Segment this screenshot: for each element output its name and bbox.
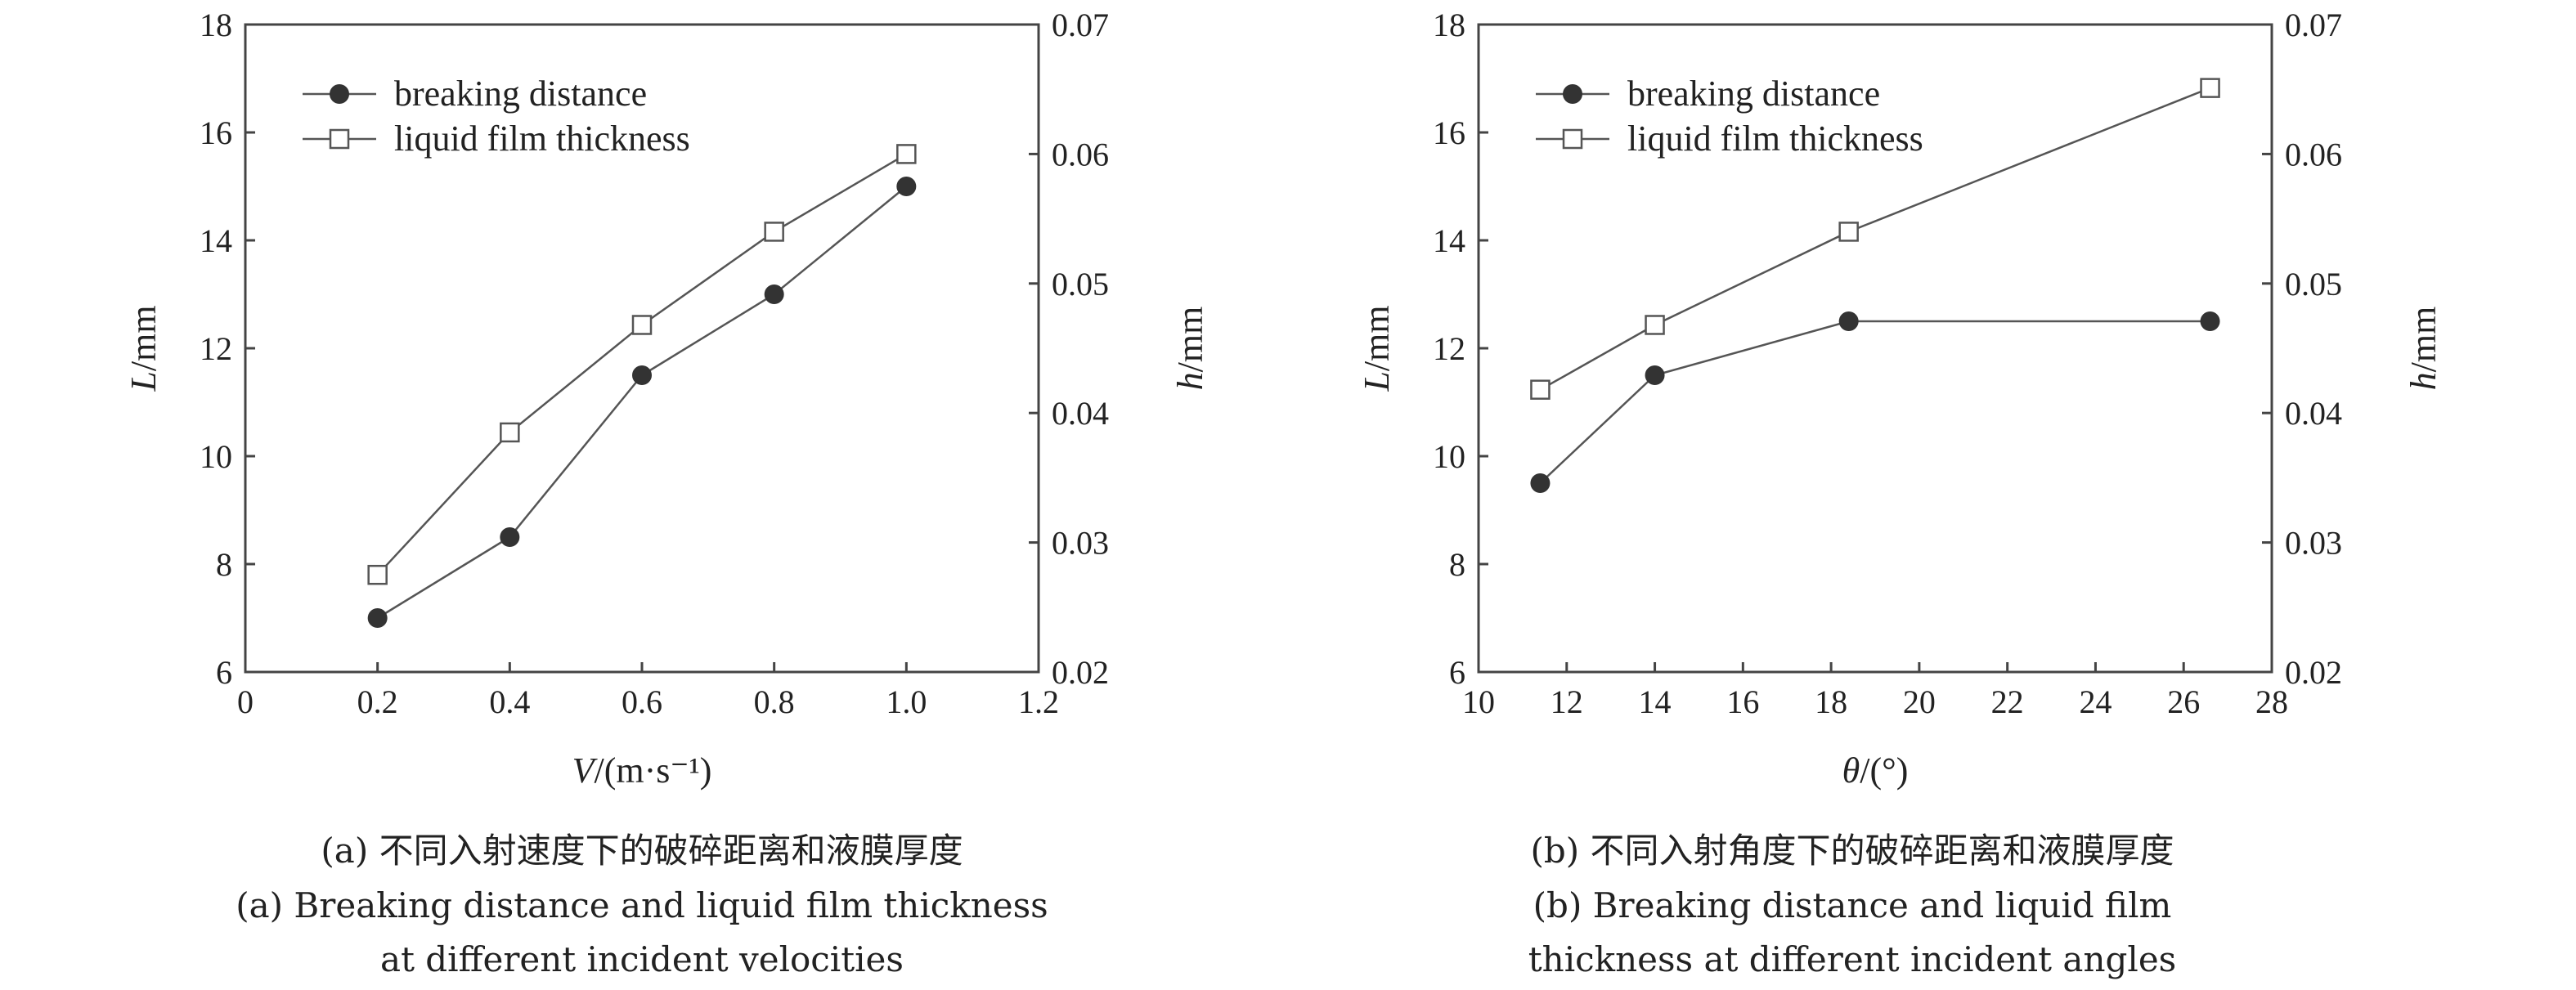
y-right-tick-label: 0.02 xyxy=(1052,654,1109,691)
legend-label: liquid film thickness xyxy=(394,119,690,159)
y-left-tick-label: 14 xyxy=(200,222,232,259)
y-left-tick-label: 14 xyxy=(1433,222,1465,259)
series-line-breaking-distance xyxy=(377,186,908,620)
chart-b: 10 12 14 16 18 20 22 24 26 28 6 8 10 12 14 16 18 0.02 0.03… xyxy=(1357,7,2444,979)
data-point-breaking-distance xyxy=(500,527,520,547)
data-point-breaking-distance xyxy=(632,365,652,385)
y-left-tick-label: 8 xyxy=(1449,546,1465,583)
data-point-breaking-distance xyxy=(1530,473,1551,493)
x-tick-label: 26 xyxy=(2167,683,2200,720)
caption-cn: (b) 不同入射角度下的破碎距离和液膜厚度 xyxy=(1530,831,2174,871)
legend-marker-open-square xyxy=(329,128,350,150)
y-left-tick-label: 16 xyxy=(200,114,232,151)
y-left-tick-label: 10 xyxy=(200,438,232,475)
x-tick-label: 0.2 xyxy=(357,683,398,720)
y-left-tick-label: 18 xyxy=(200,7,232,43)
x-tick-label: 20 xyxy=(1903,683,1936,720)
series-line-breaking-distance xyxy=(1539,320,2210,484)
x-tick-label: 10 xyxy=(1462,683,1495,720)
y-right-tick-label: 0.03 xyxy=(2285,525,2342,562)
x-tick-label: 0.4 xyxy=(489,683,530,720)
x-tick-label: 18 xyxy=(1815,683,1847,720)
x-tick-label: 0.6 xyxy=(622,683,662,720)
legend-marker-filled-circle xyxy=(1563,84,1582,104)
caption-cn: (a) 不同入射速度下的破碎距离和液膜厚度 xyxy=(321,831,963,871)
data-point-breaking-distance xyxy=(1838,311,1859,331)
legend-marker-filled-circle xyxy=(330,84,349,104)
y-left-tick-label: 10 xyxy=(1433,438,1465,475)
y-left-tick-label: 6 xyxy=(1449,654,1465,691)
data-point-liquid-film-thickness xyxy=(896,144,917,164)
data-point-liquid-film-thickness xyxy=(367,564,388,585)
caption-en-line-2: at different incident velocities xyxy=(380,939,904,979)
x-tick-label: 0 xyxy=(237,683,254,720)
data-point-liquid-film-thickness xyxy=(500,422,520,443)
series-line-liquid-film-thickness xyxy=(1539,87,2211,391)
data-point-liquid-film-thickness xyxy=(1530,379,1551,400)
y-right-tick-label: 0.05 xyxy=(2285,266,2342,302)
y-left-tick-label: 6 xyxy=(216,654,232,691)
legend-marker-open-square xyxy=(1562,128,1583,150)
legend: breaking distance liquid film thickness xyxy=(1536,74,1923,159)
data-point-breaking-distance xyxy=(2200,311,2220,331)
data-point-breaking-distance xyxy=(367,608,388,628)
legend-label: breaking distance xyxy=(394,74,647,114)
data-point-liquid-film-thickness xyxy=(631,315,653,335)
y-right-tick-label: 0.07 xyxy=(1052,7,1109,43)
data-point-liquid-film-thickness xyxy=(1838,222,1859,242)
data-point-breaking-distance xyxy=(896,177,917,196)
legend: breaking distance liquid film thickness xyxy=(303,74,690,159)
y-right-tick-label: 0.07 xyxy=(2285,7,2342,43)
x-tick-label: 12 xyxy=(1551,683,1583,720)
series-line-liquid-film-thickness xyxy=(376,153,907,576)
data-point-liquid-film-thickness xyxy=(764,222,784,242)
y-left-tick-label: 12 xyxy=(1433,330,1465,367)
x-tick-label: 28 xyxy=(2255,683,2288,720)
caption-en-line-2: thickness at different incident angles xyxy=(1528,939,2176,979)
y-right-tick-label: 0.03 xyxy=(1052,525,1109,562)
x-tick-label: 0.8 xyxy=(754,683,795,720)
data-point-breaking-distance xyxy=(764,284,784,304)
y-right-axis-label: h/mm xyxy=(2403,307,2444,391)
x-axis-label: θ/(°) xyxy=(1842,750,1909,791)
x-tick-label: 1.0 xyxy=(886,683,927,720)
y-left-tick-label: 12 xyxy=(200,330,232,367)
y-right-tick-label: 0.04 xyxy=(2285,395,2342,432)
chart-a: 0 0.2 0.4 0.6 0.8 1.0 1.2 6 8 10 12 14 16 18 0.02 0.03 0… xyxy=(123,7,1210,979)
x-tick-label: 16 xyxy=(1726,683,1759,720)
y-right-axis-label: h/mm xyxy=(1170,307,1210,391)
x-tick-label: 1.2 xyxy=(1018,683,1059,720)
data-point-liquid-film-thickness xyxy=(1645,315,1665,335)
legend-label: liquid film thickness xyxy=(1627,119,1923,159)
y-left-axis-label: L/mm xyxy=(123,305,164,392)
y-right-tick-label: 0.06 xyxy=(1052,136,1109,172)
y-right-tick-label: 0.04 xyxy=(1052,395,1109,432)
data-point-breaking-distance xyxy=(1645,365,1665,385)
y-left-tick-label: 8 xyxy=(216,546,232,583)
y-left-tick-label: 16 xyxy=(1433,114,1465,151)
y-right-tick-label: 0.05 xyxy=(1052,266,1109,302)
caption-en-line-1: (a) Breaking distance and liquid film th… xyxy=(236,885,1048,925)
legend-label: breaking distance xyxy=(1627,74,1880,114)
y-right-tick-label: 0.06 xyxy=(2285,136,2342,172)
y-left-axis-label: L/mm xyxy=(1357,305,1397,392)
x-tick-label: 24 xyxy=(2079,683,2112,720)
caption-en-line-1: (b) Breaking distance and liquid film xyxy=(1533,885,2172,925)
x-tick-label: 22 xyxy=(1991,683,2024,720)
y-right-tick-label: 0.02 xyxy=(2285,654,2342,691)
x-tick-label: 14 xyxy=(1639,683,1672,720)
y-left-tick-label: 18 xyxy=(1433,7,1465,43)
x-axis-label: V/(m·s⁻¹) xyxy=(572,750,712,791)
data-point-liquid-film-thickness xyxy=(2200,78,2220,98)
